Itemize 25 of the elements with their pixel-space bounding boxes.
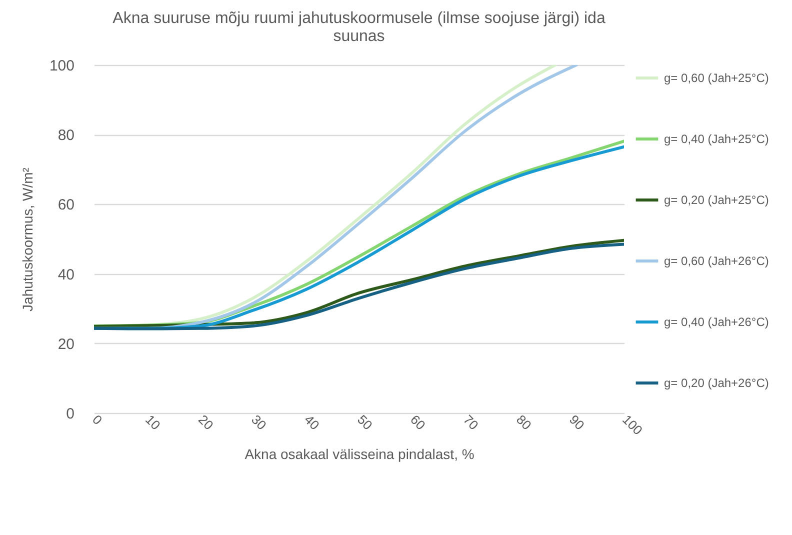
x-tick-label: 60	[408, 412, 428, 433]
x-tick-label: 20	[196, 412, 216, 433]
x-tick-label: 90	[566, 412, 588, 433]
y-tick-label: 40	[58, 266, 74, 284]
chart-title: Akna suuruse mõju ruumi jahutuskoormusele (ilmse soojuse järgi) ida suunas	[112, 10, 606, 45]
x-tick-label: 10	[142, 412, 164, 433]
x-tick-label: 70	[460, 412, 482, 433]
legend-label: g= 0,20 (Jah+25°C)	[664, 193, 769, 207]
x-tick-label: 30	[248, 412, 270, 433]
x-tick-label: 40	[302, 412, 322, 433]
legend-label: g= 0,20 (Jah+26°C)	[664, 376, 769, 390]
legend-label: g= 0,40 (Jah+26°C)	[664, 315, 769, 329]
y-tick-label: 60	[58, 196, 74, 214]
y-tick-label: 80	[58, 127, 74, 144]
x-tick-label: 100	[620, 412, 646, 438]
x-tick-label: 80	[514, 412, 534, 433]
legend-label: g= 0,60 (Jah+26°C)	[664, 254, 769, 268]
legend-label: g= 0,60 (Jah+25°C)	[664, 71, 769, 85]
x-tick-label: 50	[354, 412, 376, 433]
y-tick-label: 100	[49, 58, 74, 74]
x-tick-label: 0	[90, 412, 106, 428]
legend-label: g= 0,40 (Jah+25°C)	[664, 132, 769, 146]
x-axis-title: Akna osakaal välisseina pindalast, %	[244, 446, 474, 462]
y-tick-label: 20	[58, 336, 74, 353]
y-axis-title: Jahutuskoormus, W/m²	[19, 167, 36, 312]
